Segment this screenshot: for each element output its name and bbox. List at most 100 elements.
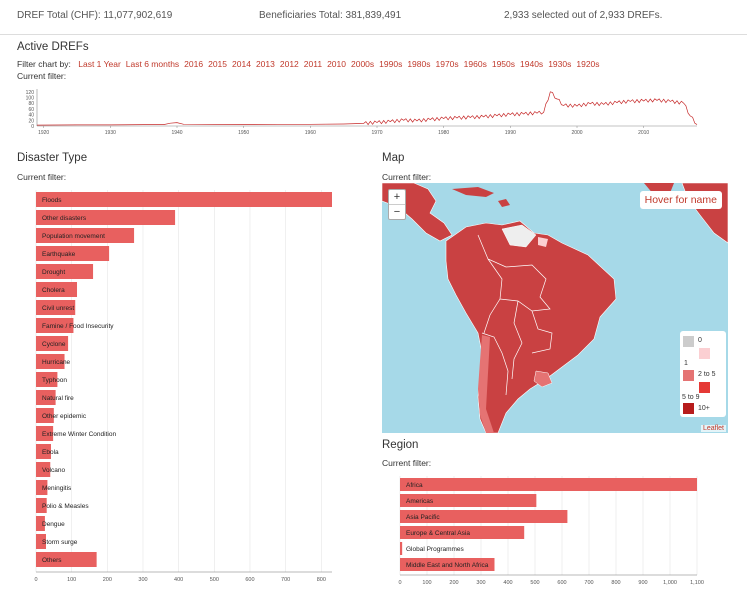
beneficiaries-total: Beneficiaries Total: 381,839,491 [259, 10, 402, 21]
bar[interactable] [400, 478, 697, 491]
x-tick-label: 700 [281, 577, 290, 583]
filter-link[interactable]: 2013 [255, 59, 275, 69]
filter-link[interactable]: 1990s [379, 59, 403, 69]
bar[interactable] [36, 552, 97, 567]
filter-link[interactable]: 2011 [303, 59, 323, 69]
filter-link[interactable]: 2014 [232, 59, 251, 69]
bar-label: Floods [42, 197, 62, 204]
y-tick-label: 0 [31, 124, 34, 130]
filter-link[interactable]: 2010 [327, 59, 346, 69]
bar-label: Middle East and North Africa [406, 562, 489, 569]
filter-link[interactable]: 2012 [279, 59, 299, 69]
bar[interactable] [36, 516, 45, 531]
bar[interactable] [36, 192, 332, 207]
x-tick-label: 1970 [371, 130, 382, 136]
x-tick-label: 1940 [171, 130, 182, 136]
caribbean-shape [498, 199, 510, 207]
bar-label: Other disasters [42, 215, 87, 222]
bar-label: Others [42, 557, 62, 564]
leaflet-attribution[interactable]: Leaflet [700, 425, 726, 432]
hover-info-box: Hover for name [639, 191, 722, 209]
x-tick-label: 800 [317, 577, 326, 583]
zoom-out-button[interactable]: − [389, 204, 405, 219]
bar[interactable] [36, 246, 110, 261]
filter-link[interactable]: 2000s [350, 59, 375, 69]
bar[interactable] [400, 558, 495, 571]
x-tick-label: 500 [210, 577, 219, 583]
legend-swatch [683, 403, 694, 414]
bar[interactable] [36, 282, 78, 297]
map-title: Map [382, 152, 405, 164]
filter-link[interactable]: Last 6 months [125, 59, 180, 69]
bar-label: Europe & Central Asia [406, 530, 470, 537]
active-drefs-title: Active DREFs [17, 41, 89, 53]
bar[interactable] [36, 228, 135, 243]
bar[interactable] [36, 534, 46, 549]
x-tick-label: 600 [245, 577, 254, 583]
french-guiana-shape [538, 237, 548, 247]
series-line [36, 91, 698, 126]
filter-link[interactable]: 1960s [463, 59, 487, 69]
bar[interactable] [36, 426, 54, 441]
disaster-type-bar-chart: 0 100 200 300 400 500 600 700 800 Floods Other dis… [34, 190, 332, 583]
bar-label: Extreme Winter Condition [42, 431, 116, 438]
x-tick-label: 1960 [305, 130, 316, 136]
x-tick-label: 100 [422, 580, 431, 586]
filter-link[interactable]: Last 1 Year [78, 59, 121, 69]
bar[interactable] [400, 526, 525, 539]
filter-link[interactable]: 1980s [407, 59, 431, 69]
bar[interactable] [36, 264, 94, 279]
y-tick-label: 60 [28, 107, 34, 113]
y-tick-label: 40 [28, 113, 34, 119]
bar[interactable] [36, 408, 54, 423]
zoom-control: + − [388, 189, 406, 220]
bar-label: Earthquake [42, 251, 76, 258]
bar[interactable] [400, 494, 537, 507]
filter-link[interactable]: 1950s [491, 59, 516, 69]
x-tick-label: 2010 [638, 130, 649, 136]
bar-label: Storm surge [42, 539, 78, 546]
filter-link[interactable]: 1920s [576, 59, 600, 69]
x-tick-label: 0 [34, 577, 37, 583]
map-legend: 0 1 2 to 5 5 to 9 10+ [680, 331, 726, 417]
filter-link[interactable]: 1970s [435, 59, 459, 69]
filter-link[interactable]: 2016 [184, 59, 204, 69]
zoom-in-button[interactable]: + [393, 191, 401, 203]
bar[interactable] [400, 542, 403, 555]
bar[interactable] [36, 480, 48, 495]
bar[interactable] [36, 300, 76, 315]
bar-label: Typhoon [42, 377, 67, 384]
x-tick-label: 1920 [38, 130, 49, 136]
bar[interactable] [36, 210, 176, 225]
filter-link[interactable]: 1940s [520, 59, 544, 69]
filter-link[interactable]: 2015 [208, 59, 228, 69]
country-border [477, 234, 553, 396]
bar-label: Americas [406, 498, 434, 505]
bar[interactable] [36, 390, 56, 405]
disaster-type-current-filter: Current filter: [17, 172, 67, 182]
x-tick-label: 1950 [238, 130, 249, 136]
bar[interactable] [400, 510, 568, 523]
bar-label: Drought [42, 269, 65, 276]
bar-label: Population movement [42, 233, 105, 240]
bar[interactable] [36, 498, 47, 513]
region-bar-chart: 0 100 200 300 400 500 600 700 800 900 1,000 1,100 Af… [398, 476, 704, 586]
bar[interactable] [36, 336, 69, 351]
map-current-filter: Current filter: [382, 172, 432, 182]
bar[interactable] [36, 462, 51, 477]
disaster-type-title: Disaster Type [17, 152, 88, 164]
summary-bar: DREF Total (CHF): 11,077,902,619 Benefic… [0, 0, 747, 32]
south-america-shape [445, 220, 617, 433]
bar-label: Cyclone [42, 341, 66, 348]
bar[interactable] [36, 318, 74, 333]
filter-link[interactable]: 1930s [548, 59, 572, 69]
bar[interactable] [36, 354, 65, 369]
x-tick-label: 1990 [505, 130, 516, 136]
bar[interactable] [36, 372, 58, 387]
x-tick-label: 200 [103, 577, 112, 583]
x-tick-label: 400 [503, 580, 512, 586]
map-land [382, 183, 728, 433]
bar[interactable] [36, 444, 51, 459]
world-map[interactable]: + − Hover for name 0 1 2 to 5 5 to 9 10+… [382, 183, 728, 433]
